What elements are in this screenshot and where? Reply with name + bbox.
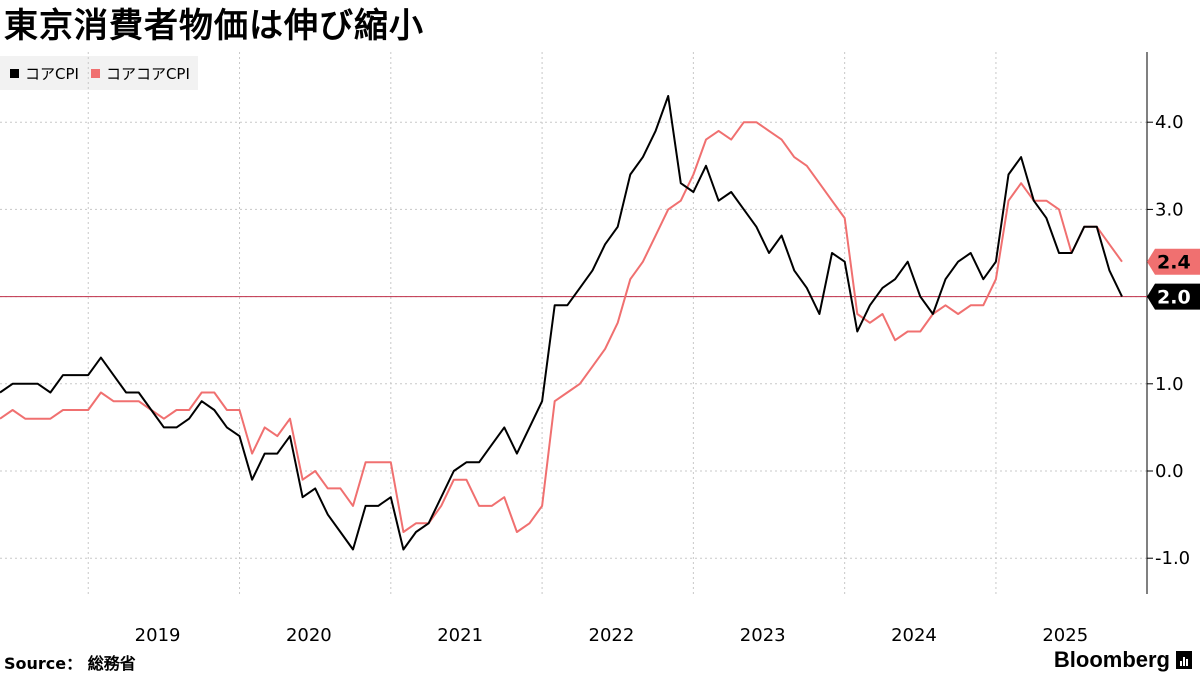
x-tick-label: 2023	[740, 625, 786, 646]
x-tick-label: 2022	[589, 625, 635, 646]
x-tick-label: 2025	[1042, 625, 1088, 646]
chart-title: 東京消費者物価は伸び縮小	[4, 6, 424, 46]
x-tick-label: 2024	[891, 625, 937, 646]
legend-swatch-core-core-cpi	[90, 68, 100, 78]
legend-swatch-core-cpi	[10, 68, 19, 78]
y-tick-label: 3.0	[1155, 199, 1184, 220]
series-line-core-cpi	[0, 95, 1123, 551]
end-value-label: 2.0	[1157, 287, 1191, 309]
legend: コアCPI コアコアCPI	[0, 56, 198, 90]
legend-label-core-cpi: コアCPI	[25, 64, 79, 83]
legend-item-core-cpi: コアCPI	[10, 63, 79, 84]
end-label-tag	[1147, 283, 1200, 310]
brand-name: Bloomberg	[1053, 647, 1170, 672]
x-tick-label: 2021	[437, 625, 483, 646]
x-tick-label: 2019	[135, 625, 181, 646]
y-tick-label: 4.0	[1155, 112, 1184, 133]
series-line-core-core-cpi	[0, 121, 1123, 533]
end-value-label: 2.4	[1157, 252, 1191, 274]
x-tick-label: 2020	[286, 625, 332, 646]
end-label-tag	[1147, 248, 1200, 275]
legend-label-core-core-cpi: コアコアCPI	[105, 64, 190, 83]
bloomberg-logo: Bloomberg	[1054, 647, 1192, 673]
y-tick-label: -1.0	[1155, 548, 1190, 569]
y-tick-label: 0.0	[1155, 461, 1184, 482]
source-note: Source： 総務省	[4, 654, 136, 673]
bloomberg-terminal-icon	[1176, 651, 1192, 669]
legend-item-core-core-cpi: コアコアCPI	[90, 63, 190, 84]
y-tick-label: 1.0	[1155, 374, 1184, 395]
